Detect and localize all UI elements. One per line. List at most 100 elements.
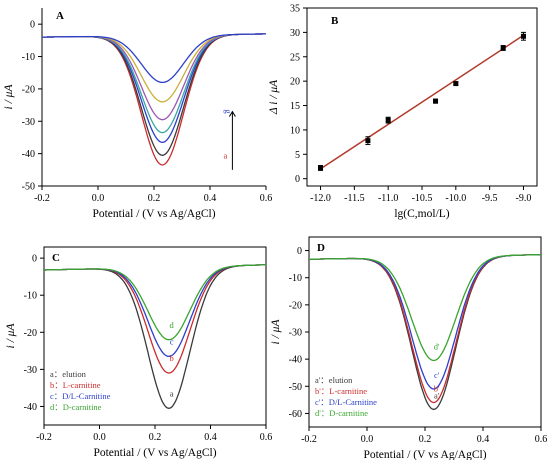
x-tick-label: -0.2 (36, 432, 52, 443)
y-tick-label: 5 (295, 150, 300, 161)
x-tick-label: -10.5 (412, 193, 433, 204)
legend-entry: a：elution (50, 369, 87, 379)
y-tick-label: 0 (30, 20, 35, 31)
data-point (500, 45, 506, 51)
data-point (365, 138, 371, 144)
y-tick-label: -40 (289, 355, 302, 366)
legend-entry: a'：elution (315, 375, 353, 385)
y-tick-label: 15 (290, 101, 300, 112)
x-tick-label: 0.0 (93, 432, 106, 443)
x-tick-label: 0.4 (204, 193, 217, 204)
panel-D: -0.2 0.0 0.2 0.4 0.6 0 -10 -20 -30 -40 -50 -60 Poten… (270, 236, 548, 460)
legend-entry: d：D-carnitine (50, 402, 102, 412)
y-tick-label: -40 (24, 402, 37, 413)
x-tick-label: -11.5 (344, 193, 364, 204)
annotation-g: g (223, 109, 233, 114)
curve-cp (308, 253, 542, 390)
data-point (433, 98, 439, 104)
y-tick-label: -10 (22, 52, 35, 63)
y-tick-label: -30 (22, 117, 35, 128)
y-tick-label: -20 (24, 328, 37, 339)
x-tick-label: -9.0 (516, 193, 532, 204)
x-tick-label: -0.2 (301, 434, 317, 445)
legend-entry: b'：L-carnitine (315, 386, 367, 396)
panel-label-B: B (331, 15, 339, 27)
curve-label: a' (434, 391, 440, 401)
y-tick-label: -40 (22, 149, 35, 160)
data-point (453, 81, 459, 87)
x-tick-label: 0.2 (419, 434, 432, 445)
y-tick-label: 25 (290, 52, 300, 63)
legend-entry: c：D/L-Carnitine (50, 391, 111, 401)
y-tick-label: 20 (290, 77, 300, 88)
y-tick-label: 35 (290, 4, 300, 15)
y-axis-title: i / μA (3, 84, 15, 110)
x-tick-label: 0.6 (260, 432, 273, 443)
panel-A: -0.2 0.0 0.2 0.4 0.6 0 -10 -20 -30 -40 -50 Potentia… (3, 8, 272, 220)
arrow-head (228, 110, 236, 117)
y-tick-label: -30 (24, 365, 37, 376)
x-tick-label: -10.0 (445, 193, 466, 204)
curve-label: c (170, 337, 174, 347)
x-tick-label: -12.0 (310, 193, 331, 204)
y-axis-title: Δ i / μA (268, 79, 280, 115)
panel-B: -12.0 -11.5 -11.0 -10.5 -10.0 -9.5 -9.0 0 5 10 15 2… (268, 4, 538, 220)
annotation-a: a (224, 150, 228, 160)
x-tick-label: 0.0 (92, 193, 105, 204)
panel-label-A: A (56, 10, 64, 22)
panel-label-C: C (52, 252, 60, 264)
legend-entry: c'：D/L-Carnitine (315, 397, 377, 407)
curve-label: c' (434, 370, 440, 380)
curve-label: d (170, 320, 175, 330)
x-tick-label: 0.6 (535, 434, 548, 445)
curve-g (42, 33, 266, 84)
curve-label: a (170, 388, 174, 398)
curve-c (44, 264, 266, 358)
data-point (520, 33, 526, 39)
panel-label-D: D (317, 242, 325, 254)
y-tick-label: -20 (22, 84, 35, 95)
y-axis-title: i / μA (270, 319, 282, 345)
x-tick-label: 0.4 (477, 434, 490, 445)
plot-frame (306, 7, 538, 187)
curve-e (42, 33, 266, 121)
y-tick-label: -20 (289, 300, 302, 311)
y-tick-label: -50 (289, 382, 302, 393)
data-point (318, 165, 324, 171)
y-tick-label: 0 (297, 246, 302, 257)
y-tick-label: -60 (289, 409, 302, 420)
y-axis-title: i / μA (5, 323, 17, 349)
x-axis-title: Potential / (V vs Ag/AgCl) (93, 447, 216, 459)
y-tick-label: 10 (290, 125, 300, 136)
curve-f (42, 33, 266, 103)
curve-label: b (170, 353, 174, 363)
x-tick-label: 0.2 (148, 193, 161, 204)
curve-b (44, 264, 266, 374)
data-point (385, 117, 391, 123)
y-tick-label: 0 (295, 174, 300, 185)
legend-entry: b：L-carnitine (50, 380, 101, 390)
legend-entry: d'：D-carnitine (315, 408, 368, 418)
y-tick-label: -30 (289, 328, 302, 339)
y-tick-label: -10 (289, 273, 302, 284)
curve-label: b' (434, 384, 440, 394)
x-axis-title: lg(C,mol/L) (394, 208, 449, 220)
x-tick-label: 0.2 (149, 432, 162, 443)
x-tick-label: 0.6 (260, 193, 273, 204)
fit-line (320, 34, 524, 170)
x-axis-title: Potential / (V vs Ag/AgCl) (363, 449, 486, 460)
curve-d (44, 264, 266, 341)
x-tick-label: 0.0 (361, 434, 374, 445)
y-tick-label: 0 (32, 254, 37, 265)
y-tick-label: -10 (24, 291, 37, 302)
x-tick-label: 0.4 (204, 432, 217, 443)
y-tick-label: -50 (22, 182, 35, 193)
x-tick-label: -0.2 (34, 193, 50, 204)
x-axis-title: Potential / (V vs Ag/AgCl) (92, 208, 215, 220)
curve-dp (308, 253, 542, 362)
curve-label: d' (434, 342, 440, 352)
panel-C: -0.2 0.0 0.2 0.4 0.6 0 -10 -20 -30 -40 Potential /… (5, 246, 273, 459)
y-tick-label: 30 (290, 28, 300, 39)
x-tick-label: -11.0 (378, 193, 398, 204)
